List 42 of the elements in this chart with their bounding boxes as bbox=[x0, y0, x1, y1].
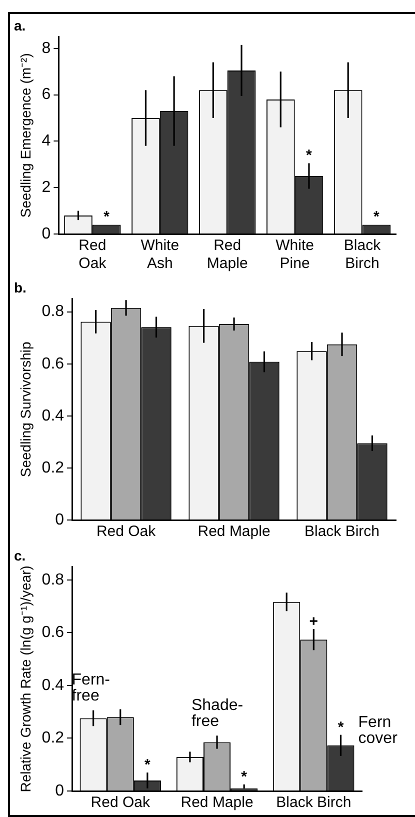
annotation: * bbox=[104, 208, 110, 226]
chart-title: a. bbox=[14, 17, 26, 34]
annotation: * bbox=[338, 718, 344, 736]
x-tick-label: Black Birch bbox=[304, 523, 380, 540]
y-tick-label: 4 bbox=[42, 132, 51, 150]
y-axis-title: Seedling Emergence (m⁻²) bbox=[17, 53, 34, 218]
y-tick-label: 0 bbox=[55, 782, 64, 800]
series-label: Shade-free bbox=[191, 697, 244, 730]
x-tick-label: White Pine bbox=[276, 237, 314, 272]
y-axis-title: Seedling Survivorship bbox=[17, 341, 34, 478]
y-axis-title: Relative Growth Rate (ln(g g⁻¹)/year) bbox=[17, 566, 34, 792]
y-tick-label: 0.4 bbox=[42, 407, 64, 424]
y-tick-label: 6 bbox=[42, 86, 51, 104]
annotation: * bbox=[144, 756, 151, 774]
y-tick-label: 0.6 bbox=[42, 355, 64, 372]
y-tick-label: 0 bbox=[55, 511, 64, 528]
y-tick-label: 8 bbox=[42, 40, 51, 57]
x-tick-label: Red Maple bbox=[206, 237, 248, 272]
series-label: Fern-free bbox=[72, 672, 110, 705]
annotation: + bbox=[309, 613, 318, 630]
x-tick-label: Black Birch bbox=[344, 237, 382, 272]
x-tick-label: Red Maple bbox=[198, 523, 270, 540]
y-tick-label: 0.2 bbox=[42, 730, 64, 747]
x-tick-label: Black Birch bbox=[276, 794, 352, 812]
x-tick-label: Red Maple bbox=[180, 794, 254, 812]
y-tick-label: 0.8 bbox=[42, 303, 64, 320]
y-tick-label: 0.6 bbox=[42, 624, 64, 642]
annotation: * bbox=[241, 768, 248, 786]
x-tick-label: White Ash bbox=[140, 237, 180, 272]
annotation: * bbox=[374, 208, 380, 226]
annotation: * bbox=[306, 147, 312, 164]
y-tick-label: 0 bbox=[42, 225, 51, 242]
chart-title: c. bbox=[14, 547, 26, 564]
x-tick-label: Red Oak bbox=[90, 794, 150, 812]
chart-title: b. bbox=[14, 279, 26, 296]
y-tick-label: 2 bbox=[42, 179, 51, 196]
y-tick-label: 0.4 bbox=[42, 676, 64, 694]
y-tick-label: 0.2 bbox=[42, 459, 64, 476]
series-label: Fern cover bbox=[358, 714, 398, 748]
y-tick-label: 0.8 bbox=[42, 571, 64, 588]
x-tick-label: Red Oak bbox=[96, 523, 156, 540]
x-tick-label: Red Oak bbox=[78, 237, 107, 272]
